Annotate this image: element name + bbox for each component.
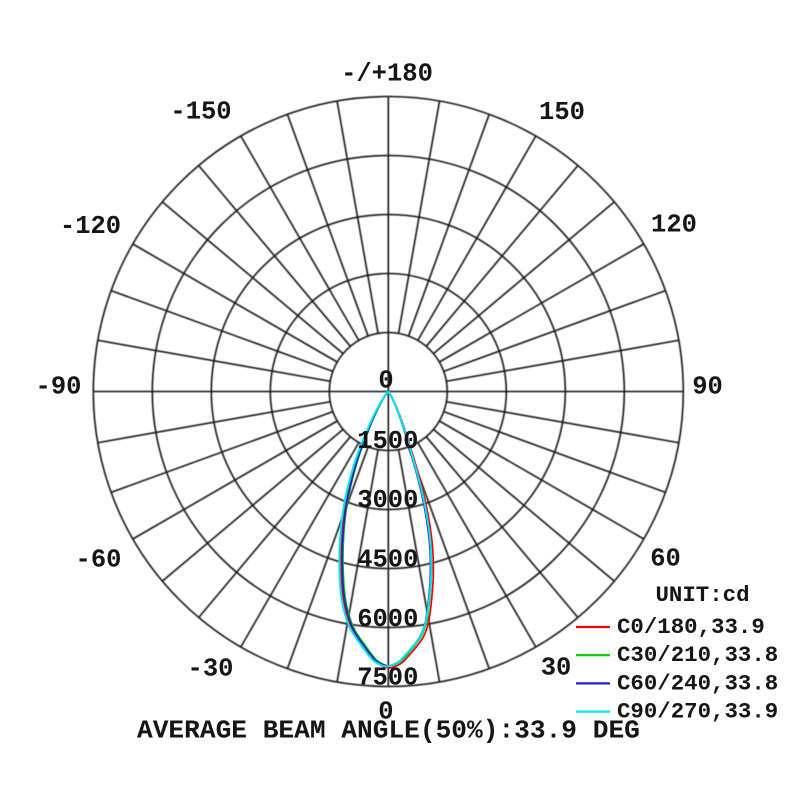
svg-text:150: 150 [539, 98, 585, 127]
svg-text:-/+180: -/+180 [341, 59, 433, 88]
svg-text:30: 30 [541, 654, 572, 683]
svg-text:-150: -150 [170, 98, 231, 127]
svg-text:-120: -120 [60, 212, 121, 241]
svg-text:C0/180,33.9: C0/180,33.9 [617, 614, 765, 640]
svg-text:UNIT:cd: UNIT:cd [655, 582, 749, 608]
svg-text:AVERAGE BEAM ANGLE(50%):33.9 D: AVERAGE BEAM ANGLE(50%):33.9 DEG [137, 716, 640, 746]
svg-text:C90/270,33.9: C90/270,33.9 [617, 699, 778, 725]
svg-text:C60/240,33.8: C60/240,33.8 [617, 670, 778, 696]
svg-text:-30: -30 [188, 655, 234, 684]
svg-text:60: 60 [650, 545, 681, 574]
svg-text:120: 120 [651, 211, 697, 240]
svg-text:-90: -90 [36, 373, 82, 402]
svg-text:6000: 6000 [357, 605, 418, 634]
svg-text:4500: 4500 [357, 546, 418, 575]
svg-text:7500: 7500 [357, 663, 418, 692]
svg-text:-60: -60 [76, 546, 122, 575]
svg-text:0: 0 [378, 698, 393, 727]
svg-text:90: 90 [692, 373, 723, 402]
svg-text:0: 0 [378, 367, 393, 396]
svg-text:3000: 3000 [357, 486, 418, 515]
svg-text:C30/210,33.8: C30/210,33.8 [617, 642, 778, 668]
svg-text:1500: 1500 [357, 427, 418, 456]
